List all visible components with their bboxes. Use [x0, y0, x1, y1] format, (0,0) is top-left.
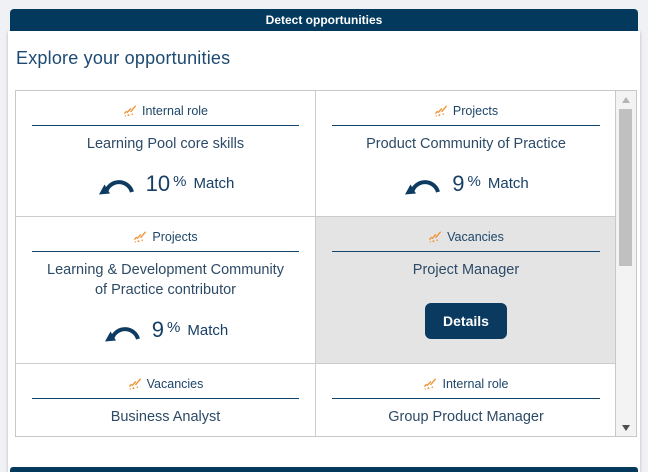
match-percent-value: 10: [145, 170, 171, 196]
card-category-label: Vacancies: [146, 377, 204, 391]
card-category-label: Projects: [452, 104, 499, 118]
scroll-up-button[interactable]: [616, 91, 636, 108]
card-title: Business Analyst: [110, 409, 221, 425]
spark-icon: [423, 377, 437, 391]
opportunity-card-business-analyst[interactable]: Vacancies Business Analyst: [16, 363, 316, 436]
card-category-label: Vacancies: [447, 230, 504, 244]
next-accordion-section-bar[interactable]: [10, 467, 638, 472]
opportunities-grid: Internal role Learning Pool core skills …: [15, 90, 637, 437]
opportunity-card-project-manager[interactable]: Vacancies Project Manager Details: [316, 216, 616, 363]
spark-icon: [428, 230, 442, 244]
triangle-up-icon: [622, 96, 631, 103]
card-category-label: Projects: [152, 230, 198, 244]
match-label: Match: [193, 175, 235, 193]
details-button[interactable]: Details: [425, 302, 507, 339]
match-percent-sign: %: [173, 172, 187, 190]
gauge-icon: [403, 171, 445, 196]
vertical-scrollbar[interactable]: [615, 91, 636, 436]
triangle-down-icon: [622, 424, 631, 431]
match-label: Match: [487, 175, 529, 193]
card-category-header: Vacancies: [32, 377, 299, 399]
card-title: Product Community of Practice: [366, 136, 566, 152]
spark-icon: [123, 104, 137, 118]
page-title: Explore your opportunities: [16, 48, 231, 68]
opportunity-card-ld-community-contributor[interactable]: Projects Learning & Development Communit…: [16, 216, 316, 363]
card-category-label: Internal role: [141, 104, 208, 118]
match-row: 9 % Match: [16, 317, 315, 343]
card-title: Learning Pool core skills: [86, 136, 245, 152]
match-percent-value: 9: [151, 317, 165, 343]
cards-container: Internal role Learning Pool core skills …: [16, 91, 616, 436]
match-percent-sign: %: [167, 319, 181, 337]
card-category-header: Vacancies: [332, 230, 600, 252]
opportunity-card-learning-pool-core-skills[interactable]: Internal role Learning Pool core skills …: [16, 91, 316, 216]
card-title: Learning & Development Community of Prac…: [47, 262, 284, 298]
spark-icon: [133, 230, 147, 244]
match-row: 9 % Match: [316, 171, 615, 197]
accordion-header-detect-opportunities[interactable]: Detect opportunities: [10, 9, 638, 32]
match-percent-sign: %: [467, 172, 481, 190]
card-category-header: Internal role: [332, 377, 600, 399]
card-category-header: Internal role: [32, 104, 299, 126]
scroll-down-button[interactable]: [616, 419, 636, 436]
scrollbar-thumb[interactable]: [619, 109, 633, 266]
spark-icon: [128, 377, 142, 391]
match-label: Match: [187, 321, 229, 339]
card-title: Group Product Manager: [388, 409, 544, 425]
card-category-header: Projects: [332, 104, 600, 126]
opportunity-card-product-community[interactable]: Projects Product Community of Practice 9…: [316, 91, 616, 216]
opportunity-card-group-product-manager[interactable]: Internal role Group Product Manager: [316, 363, 616, 436]
card-category-header: Projects: [32, 230, 299, 252]
card-title: Project Manager: [412, 262, 520, 278]
card-category-label: Internal role: [442, 377, 509, 391]
match-row: 10 % Match: [16, 171, 315, 197]
gauge-icon: [103, 318, 145, 343]
spark-icon: [434, 104, 448, 118]
match-percent-value: 9: [452, 170, 465, 196]
gauge-icon: [97, 171, 139, 196]
